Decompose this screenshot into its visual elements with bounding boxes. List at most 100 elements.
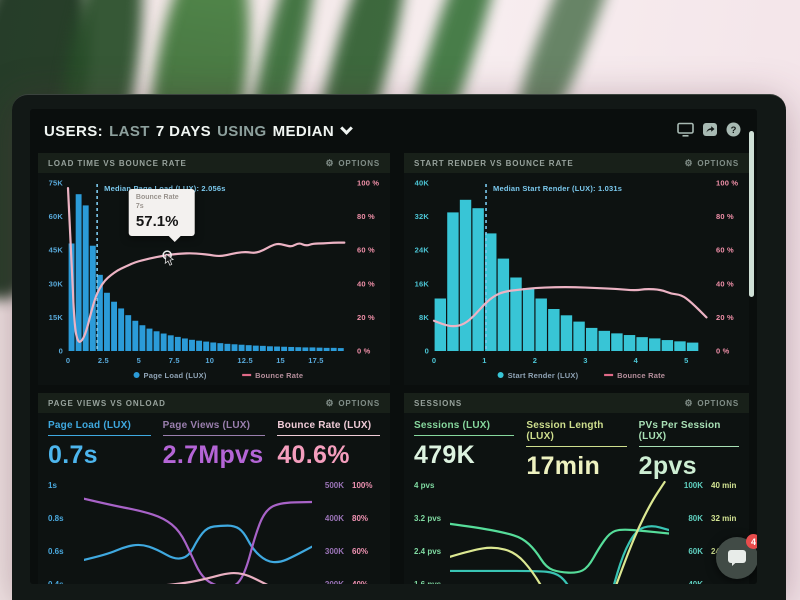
sessions-line-chart[interactable] [448,479,671,584]
stats-row: Sessions (LUX) 479K Session Length (LUX) 17… [404,413,749,481]
options-button[interactable]: ⚙ OPTIONS [684,397,739,408]
axis-tick-row: 200K40% [314,580,384,584]
histogram-bar [75,194,82,351]
header-segment: 7 DAYS [155,122,212,140]
histogram-bar [649,338,661,351]
svg-text:30K: 30K [49,279,64,288]
panel-header: START RENDER VS BOUNCE RATE ⚙ OPTIONS [404,153,749,173]
histogram-bar [189,339,195,351]
share-icon[interactable] [702,122,718,137]
panel-title: LOAD TIME VS BOUNCE RATE [48,158,187,168]
svg-text:40K: 40K [415,179,430,188]
options-button[interactable]: ⚙ OPTIONS [325,397,380,408]
load-time-histogram[interactable]: 0 15K 30K 45K 60K 75K 0 2.5 5 7.5 10 12.5 15 17.5 0 % 2… [38,173,390,383]
histogram-bar [118,308,125,351]
histogram-bar [82,205,89,351]
tooltip-x-value: 7s [135,202,144,210]
axis-tick: 1s [48,481,57,490]
options-button[interactable]: ⚙ OPTIONS [325,157,380,168]
tooltip-value: 57.1% [135,212,179,230]
chevron-down-icon[interactable] [340,121,354,135]
histogram-bar [238,344,245,351]
histogram-bar [288,346,295,351]
axis-tick: 2.4 pvs [414,547,442,556]
svg-text:1: 1 [482,356,486,365]
panel-load-time: LOAD TIME VS BOUNCE RATE ⚙ OPTIONS 0 15K 30… [38,153,390,385]
histogram-bar [598,330,611,351]
histogram-bar [316,347,323,351]
display-icon[interactable] [677,122,694,137]
histogram-bar [472,208,484,351]
histogram-bar [266,346,273,351]
svg-text:Bounce Rate: Bounce Rate [617,371,665,380]
histogram-bar [210,342,217,351]
chart-area: 0 8K 16K 24K 32K 40K 0 1 2 3 4 5 0 % 20 % 40 % 60 % 80 %… [404,173,749,385]
legend-dot [497,372,504,378]
histogram-bar [274,346,280,351]
help-icon[interactable]: ? [726,122,741,137]
series-line [448,480,666,584]
metric-label: Sessions (LUX) [414,420,515,436]
svg-text:0 %: 0 % [357,347,371,356]
gear-icon: ⚙ [325,157,335,168]
svg-text:60 %: 60 % [716,246,734,255]
series-line [82,524,314,564]
panel-header: SESSIONS ⚙ OPTIONS [404,393,749,413]
histogram-bar [203,341,210,351]
options-button[interactable]: ⚙ OPTIONS [684,157,739,168]
svg-text:8K: 8K [419,313,429,322]
axis-tick-row: 500K 100% [324,481,373,490]
metric-label: Page Load (LUX) [48,420,151,436]
histogram-bar [174,336,181,351]
scrollbar[interactable] [749,131,754,297]
header-segment: MEDIAN [272,122,335,140]
histogram-bar [447,212,459,351]
svg-text:5: 5 [684,356,688,365]
legend-dot [133,372,140,378]
left-axis-ticks: 1s 0.8s 0.6s 0.4s [38,479,84,584]
histogram-bar [459,199,472,351]
histogram-bar [611,333,623,351]
histogram-bar [686,342,699,351]
svg-text:15K: 15K [49,313,64,322]
metric-value: 0.7s [48,441,98,469]
svg-text:20 %: 20 % [716,313,734,322]
axis-tick-row: 400K 80% [324,514,369,523]
histogram-bar [522,288,535,351]
axis-tick-row: 100K 40 min [683,481,737,490]
metric-value: 2pvs [638,452,697,480]
histogram-bar [497,258,510,351]
cursor-icon [164,253,175,266]
svg-text:45K: 45K [49,246,64,255]
start-render-histogram[interactable]: 0 8K 16K 24K 32K 40K 0 1 2 3 4 5 0 % 20 % 40 % 60 % 80 %… [404,173,749,383]
histogram-bar [146,328,153,351]
page-title: USERS: LAST 7 DAYS USING MEDIAN [44,123,334,140]
axis-tick: 4 pvs [414,481,435,490]
axis-tick-row: 40K [673,580,743,584]
page-views-line-chart[interactable] [82,479,314,584]
left-axis-ticks: 4 pvs 3.2 pvs 2.4 pvs 1.6 pvs [404,479,450,584]
panel-header: LOAD TIME VS BOUNCE RATE ⚙ OPTIONS [38,153,390,173]
metric-sessions-lux-: Sessions (LUX) 479K [414,420,515,481]
svg-text:0 %: 0 % [716,347,730,356]
histogram-bar [636,337,648,351]
header-icons: ? [677,122,741,137]
metric-value: 40.6% [277,441,350,469]
histogram-bar [485,233,497,351]
svg-text:15: 15 [276,356,285,365]
histogram-bar [573,321,585,351]
histogram-bar [160,333,167,351]
chat-widget-button[interactable]: 4 [716,534,757,579]
axis-tick: 0.6s [48,547,64,556]
histogram-bar [139,325,146,351]
median-annotation: Median Page Load (LUX): 2.056s [104,184,225,193]
histogram-bar [323,347,330,351]
histogram-bar [132,320,139,351]
axis-tick: 0.4s [48,580,64,584]
axis-tick: 3.2 pvs [414,514,442,523]
svg-text:32K: 32K [415,212,430,221]
svg-text:60K: 60K [49,212,64,221]
